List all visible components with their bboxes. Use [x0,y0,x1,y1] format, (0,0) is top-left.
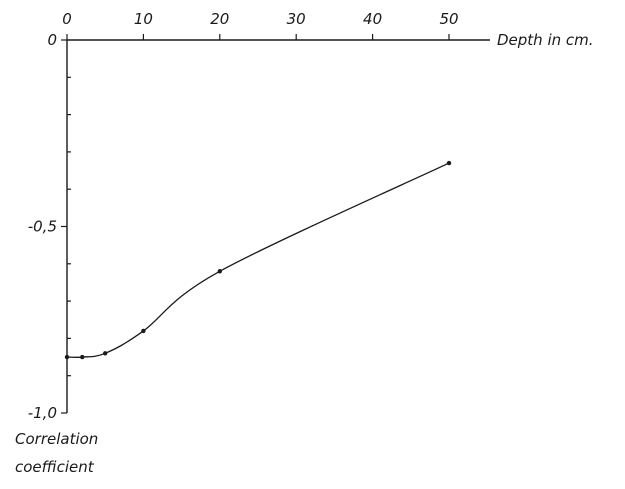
y-tick-label--1,0: -1,0 [28,404,57,422]
x-tick-label-40: 40 [363,10,382,28]
data-point-0 [64,354,70,360]
data-point-5 [103,351,108,356]
y-axis-title-line-2: coefficient [15,458,95,476]
x-tick-label-20: 20 [210,10,229,28]
labels: Depth in cm. Correlation coefficient [15,31,594,476]
x-tick-label-50: 50 [439,10,458,28]
x-axis-title: Depth in cm. [497,31,594,49]
ticks: 0 10 20 30 40 50 0 -0,5 -1,0 [28,10,459,422]
y-tick-label--0,5: -0,5 [28,218,57,236]
data-point-50 [446,160,452,166]
y-tick-label-0: 0 [47,31,57,49]
y-axis-title-line-1: Correlation [15,430,98,448]
data-point-20 [217,269,222,274]
series-line [66,162,450,358]
x-tick-label-10: 10 [134,10,153,28]
data-point-10 [141,328,146,334]
x-tick-label-30: 30 [287,10,306,28]
x-tick-label-0: 0 [62,10,72,28]
axes [66,39,490,413]
series [64,160,452,360]
data-point-2 [80,354,85,360]
